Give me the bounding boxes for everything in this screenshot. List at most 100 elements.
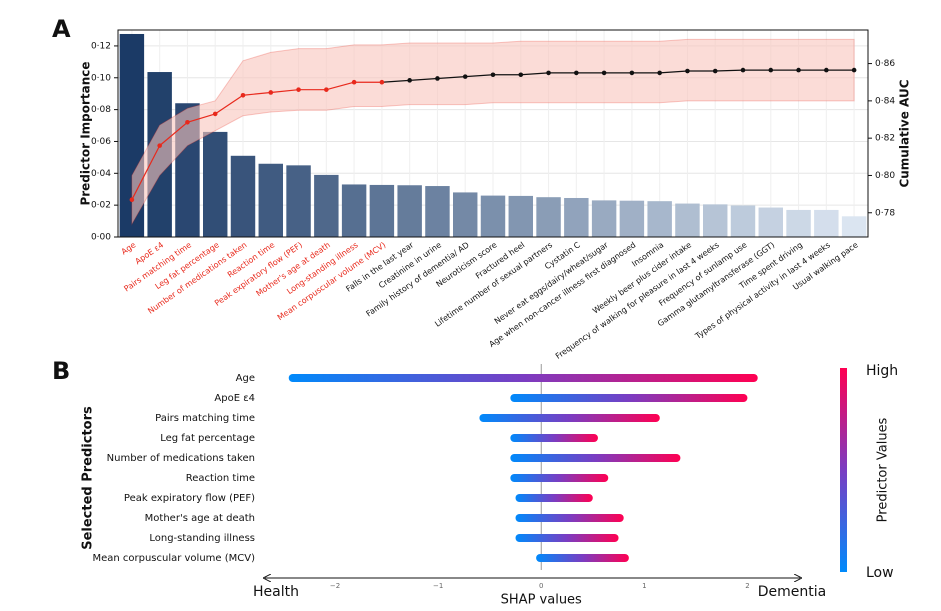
x-tick-label: 0 [539,582,543,590]
bar [286,165,311,237]
colorbar-high: High [866,363,898,379]
bar [675,203,700,237]
line-point [712,68,718,74]
line-segment [242,91,271,96]
shap-range [515,494,593,502]
line-point [296,87,301,92]
y-tick-label: 0·12 [91,41,111,51]
x-tick-label: 1 [642,582,646,590]
line-point [462,74,468,79]
line-point [685,68,690,74]
plot-frame [117,29,869,238]
bar [647,201,672,237]
line-point [379,79,385,85]
shap-range [515,514,624,522]
line-segment [409,77,438,81]
y-category-label: Mother's age at death [145,513,255,524]
bar [508,195,533,237]
bar [703,204,728,237]
line-segment [270,89,299,94]
y-category-label: Reaction time [186,473,255,484]
y-tick-label: 0·10 [91,73,111,83]
line-segment [326,81,355,91]
left-note: Health [253,584,299,600]
y2-tick-label: 0·80 [875,171,895,181]
y-tick-label: 0·04 [91,169,111,179]
x-axis-title: SHAP values [501,593,582,608]
y2-tick-label: 0·86 [875,59,895,69]
line-segment [187,113,216,123]
shap-range [510,474,609,482]
line-segment [131,145,161,200]
y-category-label: ApoE ε4 [214,393,255,404]
bar [258,163,283,237]
shap-range [479,414,660,422]
bar [230,155,256,237]
line-segment [465,74,494,78]
shap-range [536,554,629,562]
line-point [768,67,774,73]
line-point [518,72,524,78]
x-tick-label: −2 [330,582,340,590]
shap-range [515,534,619,542]
bar [453,192,478,237]
line-point [824,67,829,73]
bar [203,131,228,237]
colorbar-title: Predictor Values [876,417,891,522]
line-segment [381,79,410,83]
bar [480,195,506,237]
line-point [268,90,274,95]
y-category-label: Age [236,373,255,384]
line-segment [214,94,244,115]
line-segment [437,76,466,80]
bar [369,184,395,237]
y-axis-title: Selected Predictors [81,406,96,550]
line-point [129,197,135,203]
line-point [601,70,607,76]
shap-range [510,454,681,462]
bar [536,197,561,237]
right-note: Dementia [758,584,826,600]
line-segment [659,70,688,74]
y-tick-label: 0·02 [91,201,111,211]
line-point [324,87,329,92]
line-point [435,76,440,81]
line-point [546,70,551,76]
panel-label: A [52,15,71,43]
line-point [407,78,412,83]
line-segment [715,69,744,72]
colorbar [840,368,847,572]
x-tick-label: 2 [745,582,749,590]
y-tick-label: 0·00 [91,233,111,243]
bar [564,197,589,237]
bar [786,209,811,237]
line-point [796,67,801,73]
bar [341,184,367,237]
line-point [490,72,496,78]
shap-range [510,434,598,442]
x-tick-label: Age [120,240,138,256]
x-tick-label: Weekly beer plus cider intake [591,240,693,315]
line-point [240,92,246,98]
y-category-label: Mean corpuscular volume (MCV) [92,553,255,564]
y-category-label: Long-standing illness [149,533,255,544]
y-category-label: Pairs matching time [155,413,255,424]
shap-range [510,394,748,402]
line-segment [520,72,549,76]
line-point [740,67,746,73]
bar [730,205,756,237]
line-point [351,79,357,85]
y-tick-label: 0·08 [91,105,111,115]
y-axis-title: Predictor Importance [79,61,93,205]
bar [619,200,645,237]
y-category-label: Peak expiratory flow (PEF) [124,493,255,504]
y2-tick-label: 0·84 [875,96,895,106]
bar [814,209,839,237]
x-tick-label: −1 [433,582,443,590]
confidence-band [131,38,855,226]
bar [591,200,617,237]
bar [314,174,339,237]
y2-tick-label: 0·78 [875,208,895,218]
panel-label: B [52,357,70,385]
